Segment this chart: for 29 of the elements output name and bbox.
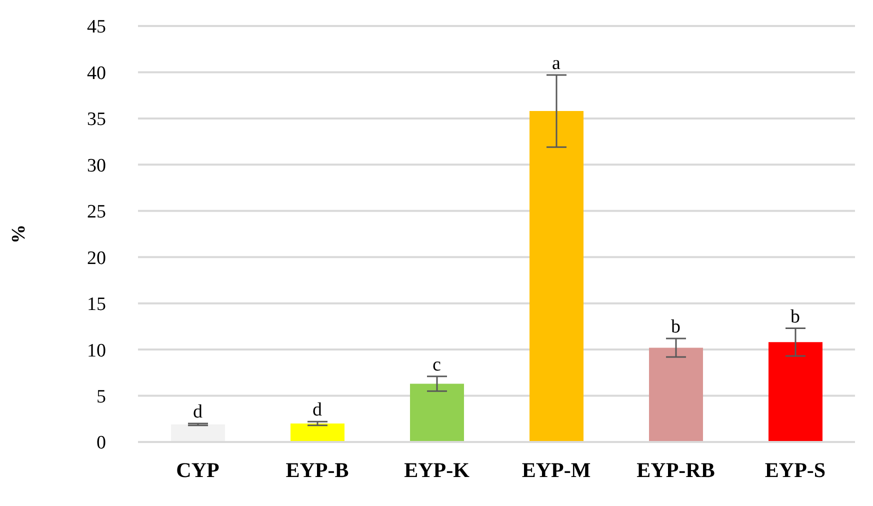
bar: [649, 348, 703, 442]
y-tick-label: 10: [87, 340, 106, 362]
x-tick-label: EYP-S: [764, 458, 826, 482]
y-axis-title: %: [8, 224, 30, 244]
annotation: a: [552, 52, 562, 74]
bar: [530, 111, 584, 442]
annotation: b: [790, 306, 800, 328]
x-tick-label: EYP-K: [404, 458, 470, 482]
bar: [768, 342, 822, 442]
y-tick-label: 45: [87, 16, 106, 38]
bar: [171, 424, 225, 442]
x-tick-label: CYP: [176, 458, 220, 482]
y-tick-label: 0: [96, 432, 106, 454]
y-tick-label: 35: [87, 109, 106, 130]
y-tick-label: 25: [87, 202, 106, 223]
bar: [410, 384, 464, 442]
x-tick-label: EYP-B: [286, 458, 349, 482]
bar: [290, 424, 344, 442]
annotation: c: [432, 354, 441, 376]
annotation: d: [193, 402, 203, 423]
x-tick-label: EYP-M: [522, 458, 591, 482]
annotation: d: [312, 400, 322, 421]
y-tick-label: 20: [87, 248, 106, 269]
y-tick-label: 30: [87, 155, 106, 176]
y-tick-label: 40: [87, 62, 106, 84]
annotation: b: [671, 316, 680, 338]
x-tick-label: EYP-RB: [636, 458, 715, 482]
y-tick-label: 15: [87, 294, 106, 316]
y-tick-label: 5: [96, 386, 106, 408]
